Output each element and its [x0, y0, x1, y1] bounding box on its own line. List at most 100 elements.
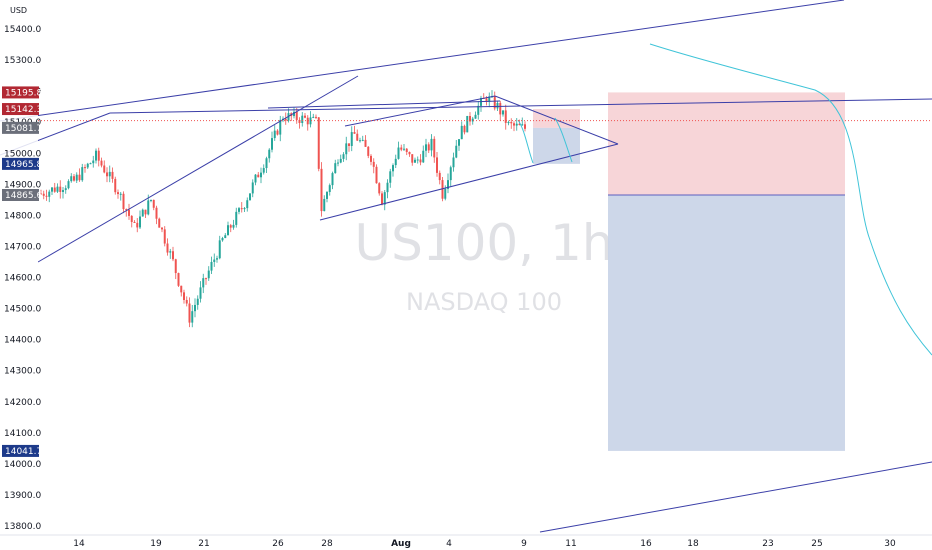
- y-tick-label: 14300.0: [4, 367, 41, 377]
- candle-body: [350, 132, 353, 146]
- candle-body: [246, 200, 249, 209]
- y-tick-label: 15400.0: [4, 25, 41, 35]
- y-tick-label: 14500.0: [4, 305, 41, 315]
- candle-body: [117, 192, 119, 195]
- candle-body: [438, 172, 441, 181]
- candle-body: [265, 158, 268, 169]
- candle-body: [381, 193, 383, 205]
- candle-body: [262, 168, 265, 173]
- candle-body: [403, 148, 405, 150]
- candle-body: [389, 171, 392, 183]
- candle-body: [375, 166, 378, 184]
- candle-body: [205, 278, 207, 280]
- candle-body: [133, 221, 136, 223]
- candle-body: [202, 278, 205, 288]
- candle-body: [111, 171, 114, 179]
- candle-body: [293, 111, 295, 117]
- channel-lower-line: [539, 461, 932, 533]
- candle-body: [427, 144, 430, 151]
- candle-body: [191, 311, 194, 323]
- candle-body: [194, 304, 196, 312]
- candle-body: [425, 144, 427, 151]
- candle-body: [298, 119, 301, 123]
- y-tick-label: 15300.0: [4, 56, 41, 66]
- candle-body: [488, 96, 491, 102]
- candle-body: [394, 158, 397, 166]
- candle-body: [513, 123, 515, 126]
- candle-body: [185, 299, 188, 304]
- candle-body: [122, 193, 125, 210]
- candle-body: [521, 124, 524, 126]
- candle-body: [295, 111, 298, 120]
- candle-body: [449, 167, 452, 181]
- time-scale[interactable]: 14 19 21 26 28 Aug 4 9 11 16 18 23 25 30: [0, 534, 932, 549]
- candle-body: [315, 116, 317, 118]
- price-badge: [2, 121, 39, 134]
- price-badges: 15195.8 15142.3 15081.7 14965.8 14865.6 14041…: [2, 86, 42, 457]
- target-zone: [608, 194, 845, 451]
- candle-body: [463, 125, 466, 133]
- candle-body: [232, 224, 235, 228]
- candle-body: [455, 145, 458, 158]
- candle-body: [64, 188, 67, 191]
- x-tick-label: 11: [565, 539, 576, 549]
- y-tick-label: 14100.0: [4, 429, 41, 439]
- candle-body: [125, 209, 128, 211]
- price-badge-label: 15195.8: [5, 88, 42, 98]
- candle-body: [507, 122, 510, 124]
- candle-body: [257, 174, 260, 178]
- candle-body: [260, 172, 262, 178]
- candle-body: [169, 251, 172, 253]
- candle-body: [436, 157, 438, 173]
- candle-body: [301, 115, 304, 123]
- candle-body: [70, 176, 73, 182]
- projection-curve[interactable]: [649, 43, 932, 356]
- candle-body: [378, 183, 381, 194]
- trendline-drawings[interactable]: [0, 0, 932, 533]
- stop-zone: [608, 92, 845, 195]
- position-zones[interactable]: [533, 92, 845, 451]
- candle-body: [240, 208, 243, 210]
- candle-body: [84, 167, 86, 169]
- small-stop-zone: [533, 109, 580, 128]
- watermark-symbol: US100, 1h: [354, 214, 613, 272]
- projection-curve-small: [517, 119, 534, 164]
- candle-body: [444, 188, 447, 199]
- candle-body: [100, 160, 103, 166]
- candle-body: [216, 258, 218, 260]
- y-tick-label: 14200.0: [4, 398, 41, 408]
- candle-body: [183, 292, 185, 300]
- candle-body: [114, 178, 117, 193]
- candle-body: [356, 133, 359, 141]
- candle-body: [180, 285, 183, 293]
- price-badge-label: 14965.8: [5, 160, 42, 170]
- projection-curve-small-2: [554, 117, 573, 163]
- candle-body: [130, 215, 133, 222]
- x-tick-label: 4: [446, 539, 452, 549]
- candle-body: [370, 155, 372, 162]
- candle-body: [309, 117, 312, 125]
- candle-body: [254, 174, 257, 183]
- candle-body: [317, 117, 320, 169]
- candle-body: [279, 119, 282, 135]
- candle-body: [359, 140, 361, 142]
- candle-body: [348, 143, 350, 146]
- candle-body: [155, 207, 158, 219]
- y-tick-label: 14400.0: [4, 336, 41, 346]
- candle-body: [326, 192, 328, 199]
- price-badge: [2, 86, 39, 99]
- price-scale[interactable]: USD 13800.013900.014000.014100.014200.01…: [0, 0, 41, 550]
- candle-body: [469, 115, 471, 122]
- currency-label: USD: [10, 6, 27, 15]
- price-badge-label: 14041.7: [5, 447, 42, 457]
- candle-body: [103, 165, 106, 173]
- candle-body: [458, 139, 460, 146]
- candle-body: [510, 122, 513, 124]
- candle-body: [141, 209, 144, 217]
- candle-body: [323, 198, 326, 212]
- candle-body: [75, 174, 78, 181]
- candle-body: [40, 193, 42, 195]
- candle-body: [320, 168, 323, 212]
- candle-body: [466, 115, 469, 133]
